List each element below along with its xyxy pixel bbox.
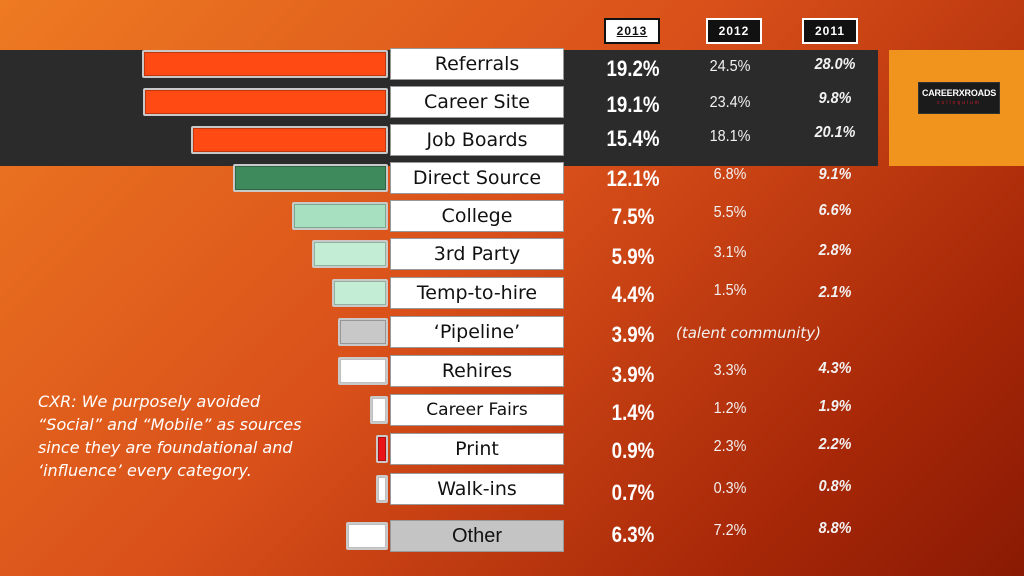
value-2012: 3.3% <box>713 362 747 379</box>
header-2011: 2011 <box>802 18 858 44</box>
value-2011: 2.1% <box>818 284 852 301</box>
value-2011: 8.8% <box>818 520 852 537</box>
value-2012: 7.2% <box>713 522 747 539</box>
value-2012: 5.5% <box>713 204 747 221</box>
category-label: Direct Source <box>390 162 564 194</box>
category-label: College <box>390 200 564 232</box>
value-2013: 7.5% <box>611 204 655 229</box>
value-2011: 28.0% <box>814 56 856 73</box>
category-label: ‘Pipeline’ <box>390 316 564 348</box>
value-2011: 9.1% <box>818 166 852 183</box>
value-2012: 0.3% <box>713 480 747 497</box>
bar-11 <box>376 475 388 503</box>
bar-12 <box>346 522 388 550</box>
value-2013: 19.2% <box>606 56 660 81</box>
value-2012: 1.5% <box>713 282 747 299</box>
value-2012: 24.5% <box>709 58 751 75</box>
value-2012: 23.4% <box>709 94 751 111</box>
category-label: Rehires <box>390 355 564 387</box>
logo-subtitle: colloquium <box>937 100 981 106</box>
value-2012: 6.8% <box>713 166 747 183</box>
value-2013: 4.4% <box>611 282 655 307</box>
logo-panel: CAREERXROADS colloquium <box>889 50 1024 166</box>
value-2011: 20.1% <box>814 124 856 141</box>
value-2013: 19.1% <box>606 92 660 117</box>
value-2011: 2.2% <box>818 436 852 453</box>
bar-0 <box>142 50 388 78</box>
value-2013: 5.9% <box>611 244 655 269</box>
note-line: since they are foundational and <box>38 438 293 457</box>
value-2013: 0.9% <box>611 438 655 463</box>
bar-2 <box>191 126 388 154</box>
value-2011: 6.6% <box>818 202 852 219</box>
value-2011: 2.8% <box>818 242 852 259</box>
cxr-note: CXR: We purposely avoided “Social” and “… <box>38 390 302 482</box>
value-2013: 15.4% <box>606 126 660 151</box>
category-label: Job Boards <box>390 124 564 156</box>
value-2011: 1.9% <box>818 398 852 415</box>
bar-3 <box>233 164 388 192</box>
bar-4 <box>292 202 388 230</box>
category-label: 3rd Party <box>390 238 564 270</box>
value-2013: 12.1% <box>606 166 660 191</box>
value-2013: 3.9% <box>611 362 655 387</box>
bar-1 <box>143 88 388 116</box>
logo-text: CAREERXROADS <box>921 88 997 98</box>
note-line: ‘influence’ every category. <box>38 461 252 480</box>
bar-5 <box>312 240 388 268</box>
talent-community-note: (talent community) <box>676 324 821 342</box>
value-2013: 0.7% <box>611 480 655 505</box>
careerxroads-logo: CAREERXROADS colloquium <box>918 82 1000 114</box>
note-line: CXR: We purposely avoided <box>38 392 261 411</box>
category-label: Other <box>390 520 564 552</box>
value-2012: 18.1% <box>709 128 751 145</box>
value-2012: 3.1% <box>713 244 747 261</box>
category-label: Walk-ins <box>390 473 564 505</box>
bar-9 <box>370 396 388 424</box>
value-2013: 6.3% <box>611 522 655 547</box>
value-2012: 2.3% <box>713 438 747 455</box>
value-2012: 1.2% <box>713 400 747 417</box>
category-label: Career Site <box>390 86 564 118</box>
category-label: Referrals <box>390 48 564 80</box>
category-label: Print <box>390 433 564 465</box>
bar-6 <box>332 279 388 307</box>
value-2013: 3.9% <box>611 322 655 347</box>
value-2013: 1.4% <box>611 400 655 425</box>
bar-7 <box>338 318 388 346</box>
value-2011: 9.8% <box>818 90 852 107</box>
category-label: Career Fairs <box>390 394 564 426</box>
bar-10 <box>376 435 388 463</box>
bar-8 <box>338 357 388 385</box>
header-2012: 2012 <box>706 18 762 44</box>
header-2013: 2013 <box>604 18 660 44</box>
category-label: Temp-to-hire <box>390 277 564 309</box>
value-2011: 4.3% <box>818 360 852 377</box>
value-2011: 0.8% <box>818 478 852 495</box>
note-line: “Social” and “Mobile” as sources <box>38 415 302 434</box>
